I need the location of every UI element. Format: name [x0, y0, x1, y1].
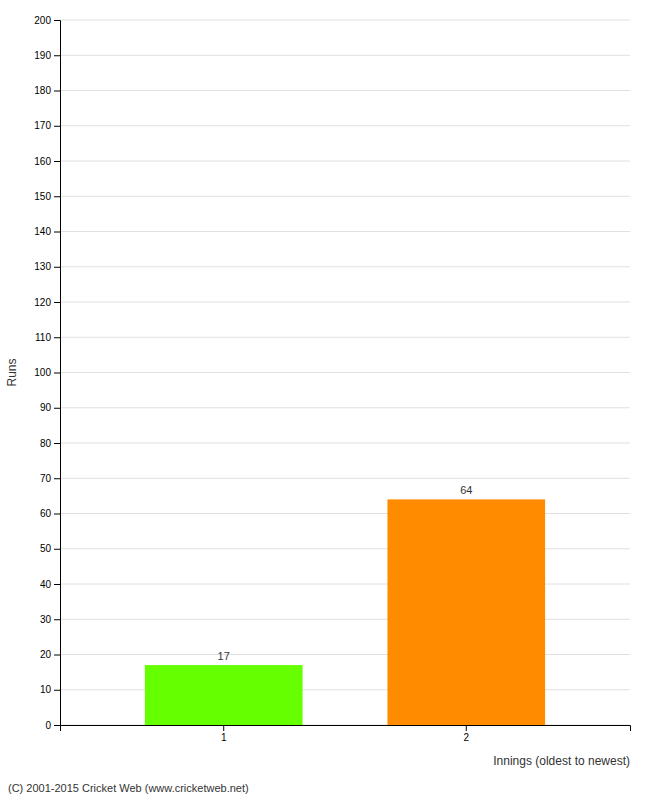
chart: 1201020304050607080901001101201301401501…	[0, 0, 650, 800]
grid-line	[60, 20, 630, 21]
y-tick: 10	[40, 684, 60, 695]
y-tick-label: 190	[34, 50, 51, 61]
y-tick-mark	[54, 549, 60, 550]
grid-line	[60, 478, 630, 479]
y-tick-label: 110	[35, 332, 51, 343]
y-tick: 180	[34, 85, 60, 96]
y-tick: 80	[40, 438, 60, 449]
y-tick: 150	[34, 191, 60, 202]
y-tick-label: 90	[40, 402, 52, 413]
x-tick-label: 2	[463, 732, 469, 743]
y-tick: 40	[40, 579, 60, 590]
y-tick-mark	[54, 655, 60, 656]
grid-line	[60, 125, 630, 126]
y-tick-mark	[54, 232, 60, 233]
y-tick-mark	[54, 584, 60, 585]
y-tick: 50	[40, 543, 60, 554]
grid-line	[60, 407, 630, 408]
y-tick: 170	[34, 120, 60, 131]
x-tick: 2	[463, 725, 469, 743]
grid-line	[60, 266, 630, 267]
x-tick-label: 1	[221, 732, 227, 743]
y-tick-label: 170	[34, 120, 51, 131]
y-tick-label: 70	[40, 473, 52, 484]
grid-line	[60, 302, 630, 303]
y-tick-mark	[54, 337, 60, 338]
y-tick-mark	[54, 267, 60, 268]
y-tick-label: 20	[40, 649, 52, 660]
plot: 1201020304050607080901001101201301401501…	[34, 15, 630, 743]
y-tick-mark	[54, 302, 60, 303]
y-tick-mark	[54, 690, 60, 691]
y-tick: 30	[40, 614, 60, 625]
y-tick-mark	[54, 55, 60, 56]
grid-line	[60, 55, 630, 56]
bar	[387, 499, 545, 725]
y-tick: 120	[34, 297, 60, 308]
y-tick-label: 160	[34, 156, 51, 167]
x-tick-mark	[466, 725, 467, 731]
y-axis-line	[54, 21, 61, 726]
y-tick: 140	[34, 226, 60, 237]
y-tick-label: 30	[40, 614, 52, 625]
y-tick-mark	[54, 514, 60, 515]
bar	[145, 665, 303, 725]
x-axis-title: Innings (oldest to newest)	[493, 754, 630, 768]
data-label: 17	[218, 650, 230, 662]
y-tick-mark	[54, 91, 60, 92]
y-tick-label: 50	[40, 543, 52, 554]
y-tick: 90	[40, 402, 60, 413]
y-tick-label: 10	[40, 684, 52, 695]
y-tick: 160	[34, 156, 60, 167]
y-tick-label: 140	[34, 226, 51, 237]
y-axis: 0 10 20 30 40 50 60 70 80 90 100 110 120 130 140 150 160…	[34, 15, 60, 731]
y-tick-mark	[54, 443, 60, 444]
y-tick: 130	[34, 261, 60, 272]
y-tick-label: 40	[40, 579, 52, 590]
y-tick: 200	[34, 15, 60, 26]
y-tick-mark	[54, 619, 60, 620]
y-axis-title: Runs	[5, 358, 19, 386]
grid-line	[60, 372, 630, 373]
y-tick-mark	[54, 126, 60, 127]
y-tick-mark	[54, 373, 60, 374]
y-tick-label: 0	[45, 720, 51, 731]
y-tick-label: 180	[34, 85, 51, 96]
data-label: 64	[460, 484, 472, 496]
grid-line	[60, 231, 630, 232]
y-tick-mark	[54, 20, 60, 21]
y-tick: 110	[35, 332, 60, 343]
x-axis: 12	[61, 725, 631, 743]
bars	[145, 499, 545, 725]
y-tick-label: 120	[34, 297, 51, 308]
grid-line	[60, 90, 630, 91]
y-tick: 60	[40, 508, 60, 519]
y-tick: 100	[34, 367, 60, 378]
y-tick: 0	[45, 720, 60, 731]
x-tick-mark	[223, 725, 224, 731]
y-tick-mark	[54, 478, 60, 479]
y-tick-label: 200	[34, 15, 51, 26]
grid-line	[60, 337, 630, 338]
y-tick-label: 100	[34, 367, 51, 378]
y-tick-mark	[54, 196, 60, 197]
y-tick-label: 80	[40, 438, 52, 449]
grid	[60, 20, 630, 725]
y-tick: 190	[34, 50, 60, 61]
footer-annotation: (C) 2001-2015 Cricket Web (www.cricketwe…	[8, 782, 249, 794]
y-tick-mark	[54, 161, 60, 162]
y-tick: 70	[40, 473, 60, 484]
y-tick-label: 130	[34, 261, 51, 272]
y-tick-label: 60	[40, 508, 52, 519]
y-tick-label: 150	[34, 191, 51, 202]
x-tick: 1	[221, 725, 227, 743]
y-tick-mark	[54, 408, 60, 409]
grid-line	[60, 196, 630, 197]
data-labels: 1764	[218, 484, 473, 662]
y-tick: 20	[40, 649, 60, 660]
y-tick-mark	[54, 725, 60, 726]
grid-line	[60, 161, 630, 162]
x-axis-line	[61, 726, 631, 732]
grid-line	[60, 443, 630, 444]
